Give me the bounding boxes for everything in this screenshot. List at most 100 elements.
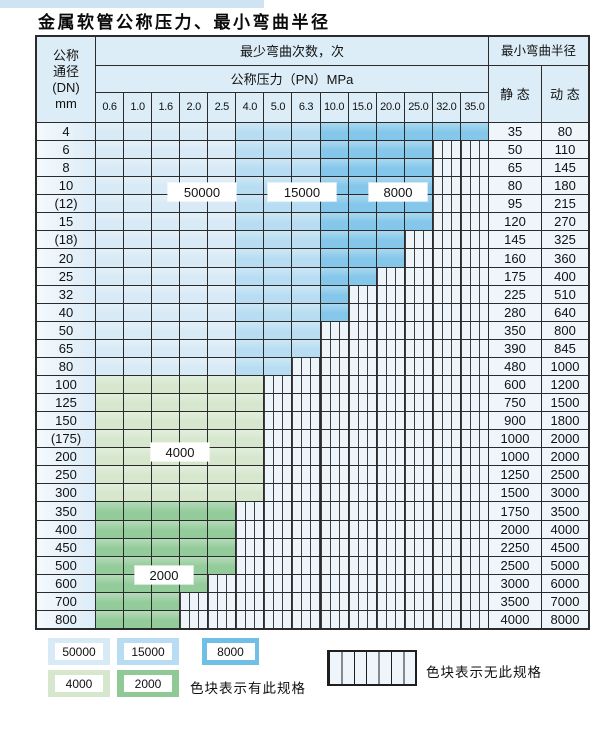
spec-cell: [124, 195, 152, 213]
spec-cell: [208, 556, 236, 574]
top-decoration-strip: [0, 0, 264, 8]
no-spec-cell: [376, 267, 404, 285]
spec-cell: [152, 213, 180, 231]
spec-cell: [180, 538, 208, 556]
spec-cell: [208, 375, 236, 394]
no-spec-cell: [404, 412, 432, 430]
no-spec-cell: [432, 502, 460, 520]
corner-header-dn: 公称 通径 (DN) mm: [37, 37, 95, 122]
no-spec-cell: [460, 141, 488, 159]
spec-cell: [96, 484, 124, 502]
spec-cell: [96, 141, 124, 159]
spec-cell: [320, 159, 348, 177]
dn-cell: 65: [37, 339, 95, 357]
dn-cell: 350: [37, 502, 95, 520]
spec-cell: [152, 375, 180, 394]
legend-swatch-8000: 8000: [202, 638, 259, 665]
no-spec-cell: [320, 538, 348, 556]
dynamic-value-cell: 145: [541, 159, 588, 177]
dynamic-value-cell: 215: [541, 195, 588, 213]
no-spec-cell: [404, 267, 432, 285]
dn-cell: 100: [37, 375, 95, 394]
spec-cell: [152, 123, 180, 141]
dn-cell: 600: [37, 574, 95, 592]
spec-cell: [208, 466, 236, 484]
no-spec-cell: [404, 466, 432, 484]
spec-cell: [180, 412, 208, 430]
spec-cell: [320, 231, 348, 249]
spec-cell: [124, 448, 152, 466]
dn-cell: 32: [37, 285, 95, 303]
spec-cell: [152, 267, 180, 285]
spec-cell: [376, 213, 404, 231]
no-spec-cell: [404, 592, 432, 610]
static-value-cell: 2250: [488, 538, 541, 556]
spec-cell: [124, 466, 152, 484]
spec-cell: [432, 123, 460, 141]
no-spec-cell: [320, 484, 348, 502]
spec-cell: [124, 285, 152, 303]
spec-cell: [236, 375, 264, 394]
spec-cell: [180, 303, 208, 321]
no-spec-cell: [348, 502, 376, 520]
spec-cell: [376, 231, 404, 249]
static-value-cell: 600: [488, 375, 541, 394]
dn-cell: 125: [37, 394, 95, 412]
dn-cell: 300: [37, 484, 95, 502]
spec-cell: [152, 339, 180, 357]
no-spec-cell: [320, 556, 348, 574]
spec-cell: [376, 123, 404, 141]
static-value-cell: 160: [488, 249, 541, 267]
no-spec-cell: [348, 448, 376, 466]
spec-cell: [124, 267, 152, 285]
no-spec-cell: [348, 556, 376, 574]
spec-cell: [376, 141, 404, 159]
spec-cell: [236, 339, 264, 357]
spec-cell: [208, 502, 236, 520]
no-spec-cell: [348, 375, 376, 394]
spec-cell: [152, 592, 180, 610]
no-spec-cell: [432, 321, 460, 339]
spec-cell: [404, 141, 432, 159]
spec-cell: [320, 303, 348, 321]
dn-cell: 500: [37, 556, 95, 574]
dynamic-value-cell: 6000: [541, 574, 588, 592]
spec-cell: [96, 339, 124, 357]
pressure-header: 公称压力（PN）MPa: [96, 66, 488, 92]
no-spec-cell: [376, 285, 404, 303]
spec-cell: [292, 303, 320, 321]
no-spec-cell: [460, 159, 488, 177]
spec-cell: [208, 303, 236, 321]
spec-cell: [152, 484, 180, 502]
no-spec-cell: [180, 592, 208, 610]
spec-cell: [96, 394, 124, 412]
static-value-cell: 80: [488, 177, 541, 195]
spec-cell: [124, 538, 152, 556]
spec-cell: [208, 412, 236, 430]
spec-cell: [124, 159, 152, 177]
spec-cell: [124, 430, 152, 448]
legend-swatch-label: 15000: [124, 643, 172, 660]
dynamic-value-cell: 1000: [541, 357, 588, 375]
cycles-label-4000: 4000: [151, 443, 209, 461]
no-spec-cell: [376, 520, 404, 538]
no-spec-cell: [432, 556, 460, 574]
spec-cell: [96, 556, 124, 574]
no-spec-cell: [404, 357, 432, 375]
spec-cell: [236, 123, 264, 141]
spec-cell: [236, 412, 264, 430]
no-spec-cell: [432, 466, 460, 484]
dynamic-value-cell: 180: [541, 177, 588, 195]
no-spec-cell: [292, 502, 320, 520]
dynamic-value-cell: 400: [541, 267, 588, 285]
spec-cell: [152, 394, 180, 412]
no-spec-cell: [404, 430, 432, 448]
no-spec-cell: [432, 430, 460, 448]
spec-cell: [348, 267, 376, 285]
pressure-header-cell: 2.5: [208, 93, 236, 122]
spec-cell: [208, 321, 236, 339]
no-spec-cell: [460, 231, 488, 249]
spec-cell: [264, 231, 292, 249]
spec-cell: [292, 123, 320, 141]
